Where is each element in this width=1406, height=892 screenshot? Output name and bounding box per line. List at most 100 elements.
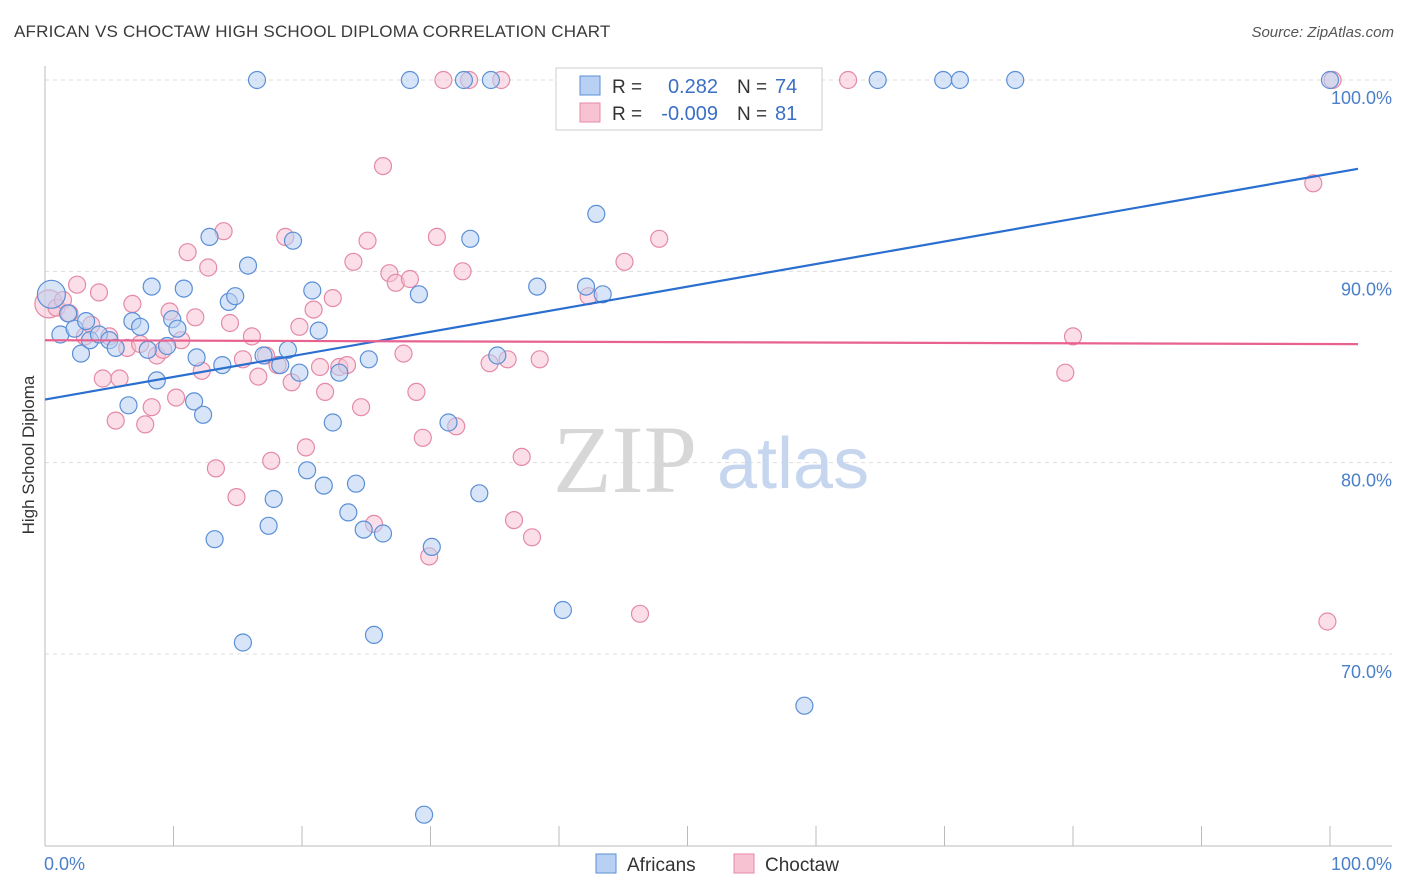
point-africans	[138, 340, 157, 359]
point-choctaw	[296, 438, 315, 457]
point-choctaw	[199, 258, 218, 277]
point-africans	[576, 277, 596, 296]
watermark-zip: ZIP	[553, 406, 697, 513]
legend-n-label-choctaw: N =	[737, 104, 767, 125]
point-choctaw	[530, 350, 549, 369]
point-choctaw	[413, 428, 432, 447]
source-credit: Source: ZipAtlas.com	[1251, 24, 1394, 41]
point-choctaw	[504, 510, 524, 530]
point-africans	[587, 204, 606, 223]
bottom-legend-label-choctaw: Choctaw	[765, 855, 839, 876]
point-choctaw	[167, 388, 186, 407]
point-africans	[264, 489, 283, 509]
point-choctaw	[249, 367, 268, 386]
point-choctaw	[344, 252, 363, 271]
x-tick-label: 100.0%	[1331, 854, 1392, 874]
point-africans	[271, 356, 290, 375]
point-africans	[400, 70, 419, 90]
point-choctaw	[838, 70, 858, 90]
point-choctaw	[178, 243, 197, 262]
legend-r-label-choctaw: R =	[612, 104, 642, 125]
point-choctaw	[434, 70, 453, 90]
point-africans	[131, 317, 150, 336]
watermark-atlas: atlas	[717, 424, 869, 504]
point-africans	[158, 336, 177, 356]
y-tick-label: 100.0%	[1331, 88, 1392, 108]
points-layer	[34, 70, 1342, 824]
point-choctaw	[512, 447, 531, 466]
point-choctaw	[650, 229, 669, 248]
point-choctaw	[136, 415, 155, 434]
point-africans	[58, 304, 78, 323]
point-africans	[481, 70, 500, 90]
legend-swatch-africans	[579, 75, 601, 96]
point-africans	[213, 356, 232, 375]
point-choctaw	[1063, 327, 1083, 346]
point-africans	[298, 461, 317, 480]
point-africans	[238, 256, 258, 275]
point-choctaw	[630, 604, 650, 623]
legend-n-value-choctaw: 81	[775, 103, 797, 125]
point-africans	[309, 321, 328, 340]
point-africans	[168, 319, 187, 338]
point-choctaw	[206, 459, 225, 478]
y-tick-label: 70.0%	[1341, 662, 1392, 682]
point-africans	[934, 70, 953, 90]
point-choctaw	[358, 231, 377, 250]
legend-n-label-africans: N =	[737, 77, 767, 98]
point-africans	[593, 285, 612, 304]
point-africans	[226, 287, 245, 306]
point-africans	[795, 696, 814, 715]
y-axis-label: High School Diploma	[19, 375, 38, 534]
point-choctaw	[407, 382, 426, 401]
point-choctaw	[220, 313, 240, 333]
point-choctaw	[316, 382, 335, 401]
point-africans	[364, 625, 384, 645]
point-africans	[205, 530, 224, 549]
legend-n-value-africans: 74	[775, 76, 797, 98]
point-choctaw	[106, 411, 125, 430]
point-africans	[868, 70, 887, 90]
bottom-legend-swatch-choctaw	[733, 853, 755, 874]
point-africans	[330, 363, 349, 382]
point-choctaw	[1056, 363, 1075, 382]
point-africans	[1006, 70, 1025, 90]
trend-line-choctaw	[44, 339, 1359, 346]
point-africans	[339, 503, 358, 522]
point-africans	[470, 484, 489, 503]
point-choctaw	[352, 398, 371, 417]
watermark: ZIP atlas	[553, 406, 869, 513]
point-choctaw	[186, 308, 205, 327]
point-africans	[290, 363, 309, 382]
point-africans	[187, 348, 206, 367]
point-africans	[415, 805, 434, 824]
point-africans	[461, 229, 480, 248]
point-choctaw	[373, 157, 393, 176]
point-africans	[1320, 70, 1340, 90]
legend-r-value-africans: 0.282	[668, 76, 718, 98]
point-choctaw	[522, 528, 542, 547]
point-africans	[488, 346, 507, 365]
y-tick-label: 80.0%	[1341, 471, 1392, 491]
point-choctaw	[1304, 174, 1323, 193]
point-africans	[259, 516, 278, 535]
point-africans	[314, 476, 333, 495]
point-africans	[283, 231, 303, 250]
point-africans	[439, 413, 458, 432]
point-choctaw	[290, 317, 309, 336]
point-choctaw	[427, 227, 446, 246]
point-choctaw	[323, 289, 342, 308]
point-africans	[553, 600, 573, 620]
point-africans	[106, 338, 125, 357]
x-tick-label: 0.0%	[44, 854, 85, 874]
point-choctaw	[142, 398, 161, 417]
point-africans	[354, 520, 373, 539]
point-africans	[194, 405, 213, 424]
point-africans	[359, 350, 378, 369]
point-africans	[76, 312, 96, 331]
point-choctaw	[242, 327, 261, 346]
y-tick-label: 90.0%	[1341, 279, 1392, 299]
point-africans	[142, 277, 161, 296]
point-africans	[373, 524, 393, 543]
